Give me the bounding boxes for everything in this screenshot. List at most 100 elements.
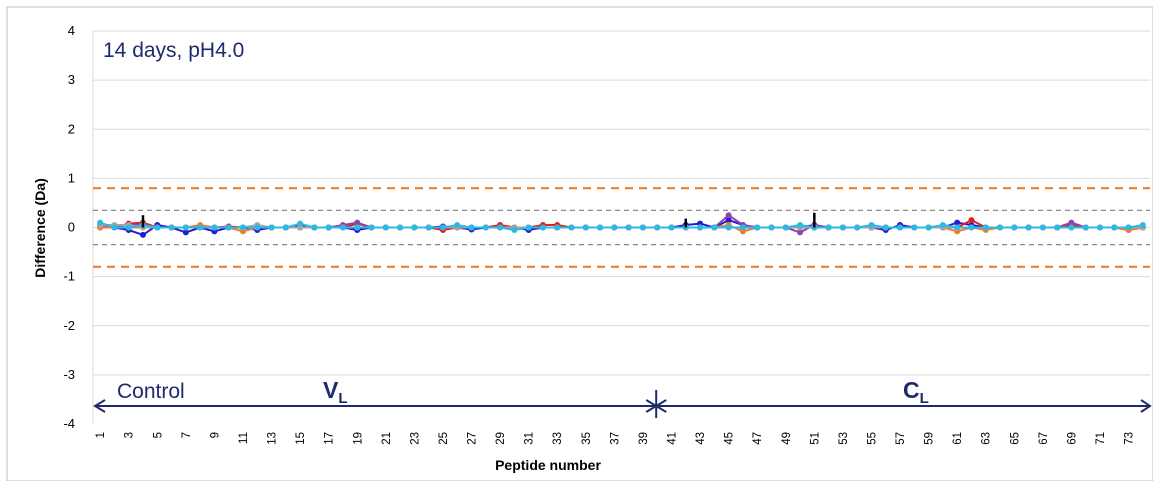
y-tick-label: -3 [63, 367, 75, 382]
x-tick-label: 49 [781, 432, 793, 445]
series-2 [97, 212, 1146, 236]
data-point [654, 224, 661, 231]
data-point [1068, 224, 1075, 231]
data-point [882, 224, 889, 231]
x-tick-label: 9 [209, 432, 221, 438]
data-point [425, 224, 432, 231]
data-point [754, 224, 761, 231]
region-annotations: Control VL CL [93, 377, 1152, 418]
data-point [997, 224, 1004, 231]
data-point [1125, 224, 1132, 231]
data-point [825, 224, 832, 231]
data-point [511, 226, 518, 233]
arrowhead-right [1140, 399, 1152, 413]
data-point [1139, 222, 1146, 229]
y-axis-label: Difference (Da) [32, 178, 48, 278]
data-point [968, 224, 975, 231]
data-point [725, 224, 732, 231]
data-point [711, 224, 718, 231]
data-point [911, 224, 918, 231]
data-point [468, 224, 475, 231]
data-point [168, 224, 175, 231]
x-tick-label: 31 [524, 432, 536, 445]
x-tick-label: 33 [552, 432, 564, 445]
data-point [482, 224, 489, 231]
x-tick-label: 47 [752, 432, 764, 445]
data-point [1068, 219, 1075, 226]
x-tick-label: 43 [695, 432, 707, 445]
x-tick-label: 51 [809, 432, 821, 445]
x-tick-label: 69 [1066, 432, 1078, 445]
data-point [339, 224, 346, 231]
chart-frame [6, 6, 1153, 481]
data-point [1054, 224, 1061, 231]
data-point [368, 224, 375, 231]
y-tick-label: 3 [68, 72, 75, 87]
data-point [954, 219, 961, 226]
x-tick-label: 27 [467, 432, 479, 445]
x-tick-label: 73 [1124, 432, 1136, 445]
data-point [897, 224, 904, 231]
x-axis-label: Peptide number [495, 457, 601, 473]
x-tick-label: 13 [267, 432, 279, 445]
data-point [354, 224, 361, 231]
data-point [554, 224, 561, 231]
data-point [297, 220, 304, 227]
data-point [768, 224, 775, 231]
x-tick-label: 25 [438, 432, 450, 445]
data-point [982, 224, 989, 231]
x-tick-label: 35 [581, 432, 593, 445]
x-tick-label: 7 [181, 432, 193, 438]
x-tick-label: 37 [609, 432, 621, 445]
data-point [1025, 224, 1032, 231]
x-tick-label: 41 [666, 432, 678, 445]
x-tick-label: 19 [352, 432, 364, 445]
data-point [968, 217, 975, 224]
series-6 [141, 212, 816, 228]
data-point [782, 224, 789, 231]
data-point [725, 217, 732, 224]
data-point [111, 224, 118, 231]
y-tick-label: 2 [68, 121, 75, 136]
data-point [225, 224, 232, 231]
data-point [939, 222, 946, 229]
x-tick-label: 39 [638, 432, 650, 445]
data-series [97, 212, 1146, 238]
data-point [597, 224, 604, 231]
data-point [325, 224, 332, 231]
data-point [197, 224, 204, 231]
data-point [539, 224, 546, 231]
x-tick-label: 53 [838, 432, 850, 445]
y-tick-labels: 4 3 2 1 0 -1 -2 -3 -4 [63, 23, 75, 431]
data-point [211, 224, 218, 231]
data-point [268, 224, 275, 231]
data-point [354, 219, 361, 226]
x-tick-label: 65 [1009, 432, 1021, 445]
data-point [839, 224, 846, 231]
data-point [239, 224, 246, 231]
data-point [282, 224, 289, 231]
x-tick-label: 57 [895, 432, 907, 445]
data-point [697, 224, 704, 231]
data-point [1039, 224, 1046, 231]
vl-label: VL [323, 377, 348, 407]
data-point [1097, 224, 1104, 231]
data-point [1111, 224, 1118, 231]
x-tick-label: 15 [295, 432, 307, 445]
data-point [954, 224, 961, 231]
y-tick-label: -1 [63, 269, 75, 284]
chart-title: 14 days, pH4.0 [103, 39, 244, 62]
data-point [1011, 224, 1018, 231]
x-tick-label: 55 [866, 432, 878, 445]
data-point [382, 224, 389, 231]
data-point [611, 224, 618, 231]
data-point [125, 224, 132, 231]
data-point [454, 222, 461, 229]
data-point [182, 229, 189, 236]
data-point [182, 224, 189, 231]
x-tick-label: 67 [1038, 432, 1050, 445]
data-point [568, 224, 575, 231]
arrowhead-left [93, 399, 106, 413]
data-point [868, 222, 875, 229]
data-point [411, 224, 418, 231]
